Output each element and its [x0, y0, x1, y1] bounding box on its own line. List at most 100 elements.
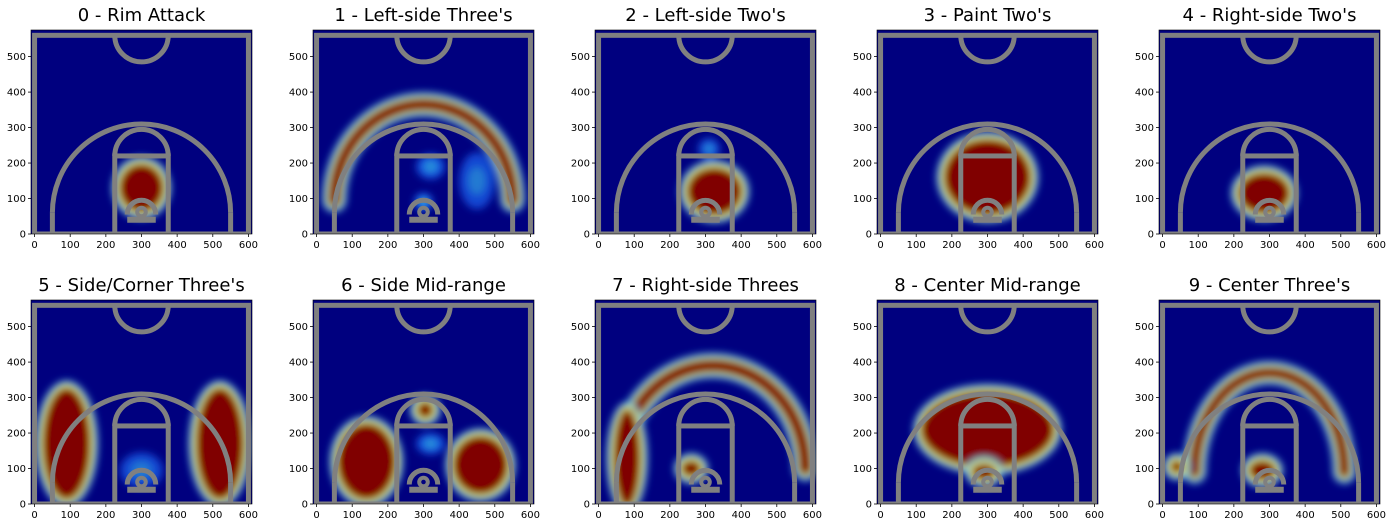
panel-8: 0 100 200 300 400 500 600 0 100 200 300 400 500 8 - C… — [853, 275, 1104, 521]
x-tick-label: 600 — [1367, 240, 1386, 251]
x-tick-label: 0 — [877, 240, 883, 251]
center-circle — [1240, 305, 1299, 334]
x-tick-label: 300 — [132, 240, 151, 251]
free-throw-arc — [394, 126, 453, 157]
free-throw-arc — [1240, 127, 1299, 157]
y-tick-label: 100 — [571, 464, 590, 475]
panel-7: 0 100 200 300 400 500 600 0 100 200 300 400 500 7 - R… — [571, 275, 822, 521]
panel-title: 5 - Side/Corner Three's — [38, 275, 245, 296]
center-circle — [676, 35, 735, 65]
x-tick-label: 0 — [31, 510, 37, 521]
x-tick-label: 400 — [732, 240, 751, 251]
x-tick-label: 400 — [168, 510, 187, 521]
x-tick-label: 100 — [1189, 240, 1208, 251]
x-tick-label: 300 — [696, 240, 715, 251]
x-tick-label: 200 — [96, 510, 115, 521]
x-tick-label: 200 — [942, 510, 961, 521]
y-tick-label: 500 — [853, 52, 872, 63]
x-tick-label: 400 — [450, 240, 469, 251]
court-lines — [878, 302, 1097, 504]
y-tick-label: 0 — [866, 500, 872, 511]
court-boundary — [878, 302, 1097, 504]
y-tick-label: 300 — [1135, 393, 1154, 404]
y-tick-label: 300 — [571, 123, 590, 134]
free-throw-arc — [676, 126, 735, 157]
y-tick-label: 400 — [571, 358, 590, 369]
x-tick-label: 400 — [1296, 510, 1315, 521]
restricted-arc — [970, 197, 1005, 215]
heat-blob — [41, 386, 92, 501]
panel-3: 0 100 200 300 400 500 600 0 100 200 300 400 500 3 - P… — [853, 5, 1104, 251]
restricted-arc — [688, 197, 723, 215]
x-tick-label: 300 — [414, 510, 433, 521]
y-tick-label: 400 — [1135, 358, 1154, 369]
x-tick-label: 200 — [660, 240, 679, 251]
panel-title: 1 - Left-side Three's — [334, 5, 512, 26]
panel-9: 0 100 200 300 400 500 600 0 100 200 300 400 500 9 - C… — [1135, 275, 1386, 521]
x-tick-label: 100 — [625, 510, 644, 521]
y-tick-label: 400 — [7, 358, 26, 369]
restricted-arc — [970, 467, 1005, 485]
x-tick-label: 100 — [343, 510, 362, 521]
y-tick-label: 300 — [571, 393, 590, 404]
paint-lane — [394, 153, 453, 234]
restricted-arc — [1252, 197, 1287, 215]
x-tick-label: 600 — [1367, 510, 1386, 521]
center-circle — [676, 305, 735, 335]
y-tick-label: 400 — [7, 88, 26, 99]
free-throw-arc — [676, 396, 735, 427]
y-tick-label: 500 — [1135, 322, 1154, 333]
heat-blob-faint-core — [468, 166, 486, 195]
heat-blob — [452, 434, 510, 496]
panel-0: 0 100 200 300 400 500 600 0 100 200 300 400 500 0 - R… — [7, 5, 258, 251]
x-tick-label: 500 — [203, 510, 222, 521]
x-tick-label: 500 — [203, 240, 222, 251]
x-tick-label: 600 — [1085, 240, 1104, 251]
paint-lane — [676, 153, 735, 234]
three-point-arc — [1177, 122, 1362, 213]
x-tick-label: 300 — [978, 240, 997, 251]
x-tick-label: 500 — [767, 240, 786, 251]
panel-4: 0 100 200 300 400 500 600 0 100 200 300 400 500 4 - R… — [1135, 5, 1386, 251]
x-tick-label: 0 — [313, 240, 319, 251]
panel-title: 8 - Center Mid-range — [894, 275, 1081, 296]
free-throw-arc — [958, 397, 1017, 427]
y-tick-label: 200 — [853, 159, 872, 170]
x-tick-label: 100 — [1189, 510, 1208, 521]
panel-title: 0 - Rim Attack — [78, 5, 206, 26]
panel-5: 0 100 200 300 400 500 600 0 100 200 300 400 500 5 - S… — [7, 275, 258, 521]
y-tick-label: 200 — [571, 429, 590, 440]
x-tick-label: 0 — [1159, 240, 1165, 251]
panel-2: 0 100 200 300 400 500 600 0 100 200 300 400 500 2 - L… — [571, 5, 822, 251]
three-point-arc — [895, 392, 1080, 483]
y-tick-label: 200 — [853, 429, 872, 440]
x-tick-label: 400 — [1014, 240, 1033, 251]
free-throw-arc — [112, 126, 171, 157]
x-tick-label: 200 — [378, 240, 397, 251]
court-lines — [32, 32, 251, 234]
three-point-arc — [49, 391, 234, 483]
y-tick-label: 100 — [7, 464, 26, 475]
free-throw-arc — [112, 396, 171, 427]
x-tick-label: 600 — [239, 510, 258, 521]
x-tick-label: 600 — [803, 240, 822, 251]
heat-blob — [942, 138, 1033, 217]
x-tick-label: 600 — [521, 240, 540, 251]
x-tick-label: 0 — [31, 240, 37, 251]
court-lines — [314, 302, 533, 504]
x-tick-label: 500 — [1049, 510, 1068, 521]
x-tick-label: 400 — [168, 240, 187, 251]
x-tick-label: 0 — [1159, 510, 1165, 521]
y-tick-label: 500 — [7, 52, 26, 63]
y-tick-label: 0 — [1148, 230, 1154, 241]
x-tick-label: 400 — [450, 510, 469, 521]
free-throw-arc — [958, 127, 1017, 157]
y-tick-label: 100 — [289, 464, 308, 475]
x-tick-label: 200 — [1224, 510, 1243, 521]
y-tick-label: 300 — [289, 123, 308, 134]
y-tick-label: 500 — [571, 322, 590, 333]
x-tick-label: 100 — [343, 240, 362, 251]
x-tick-label: 100 — [61, 240, 80, 251]
three-point-arc — [331, 391, 516, 483]
heat-band — [327, 97, 520, 208]
